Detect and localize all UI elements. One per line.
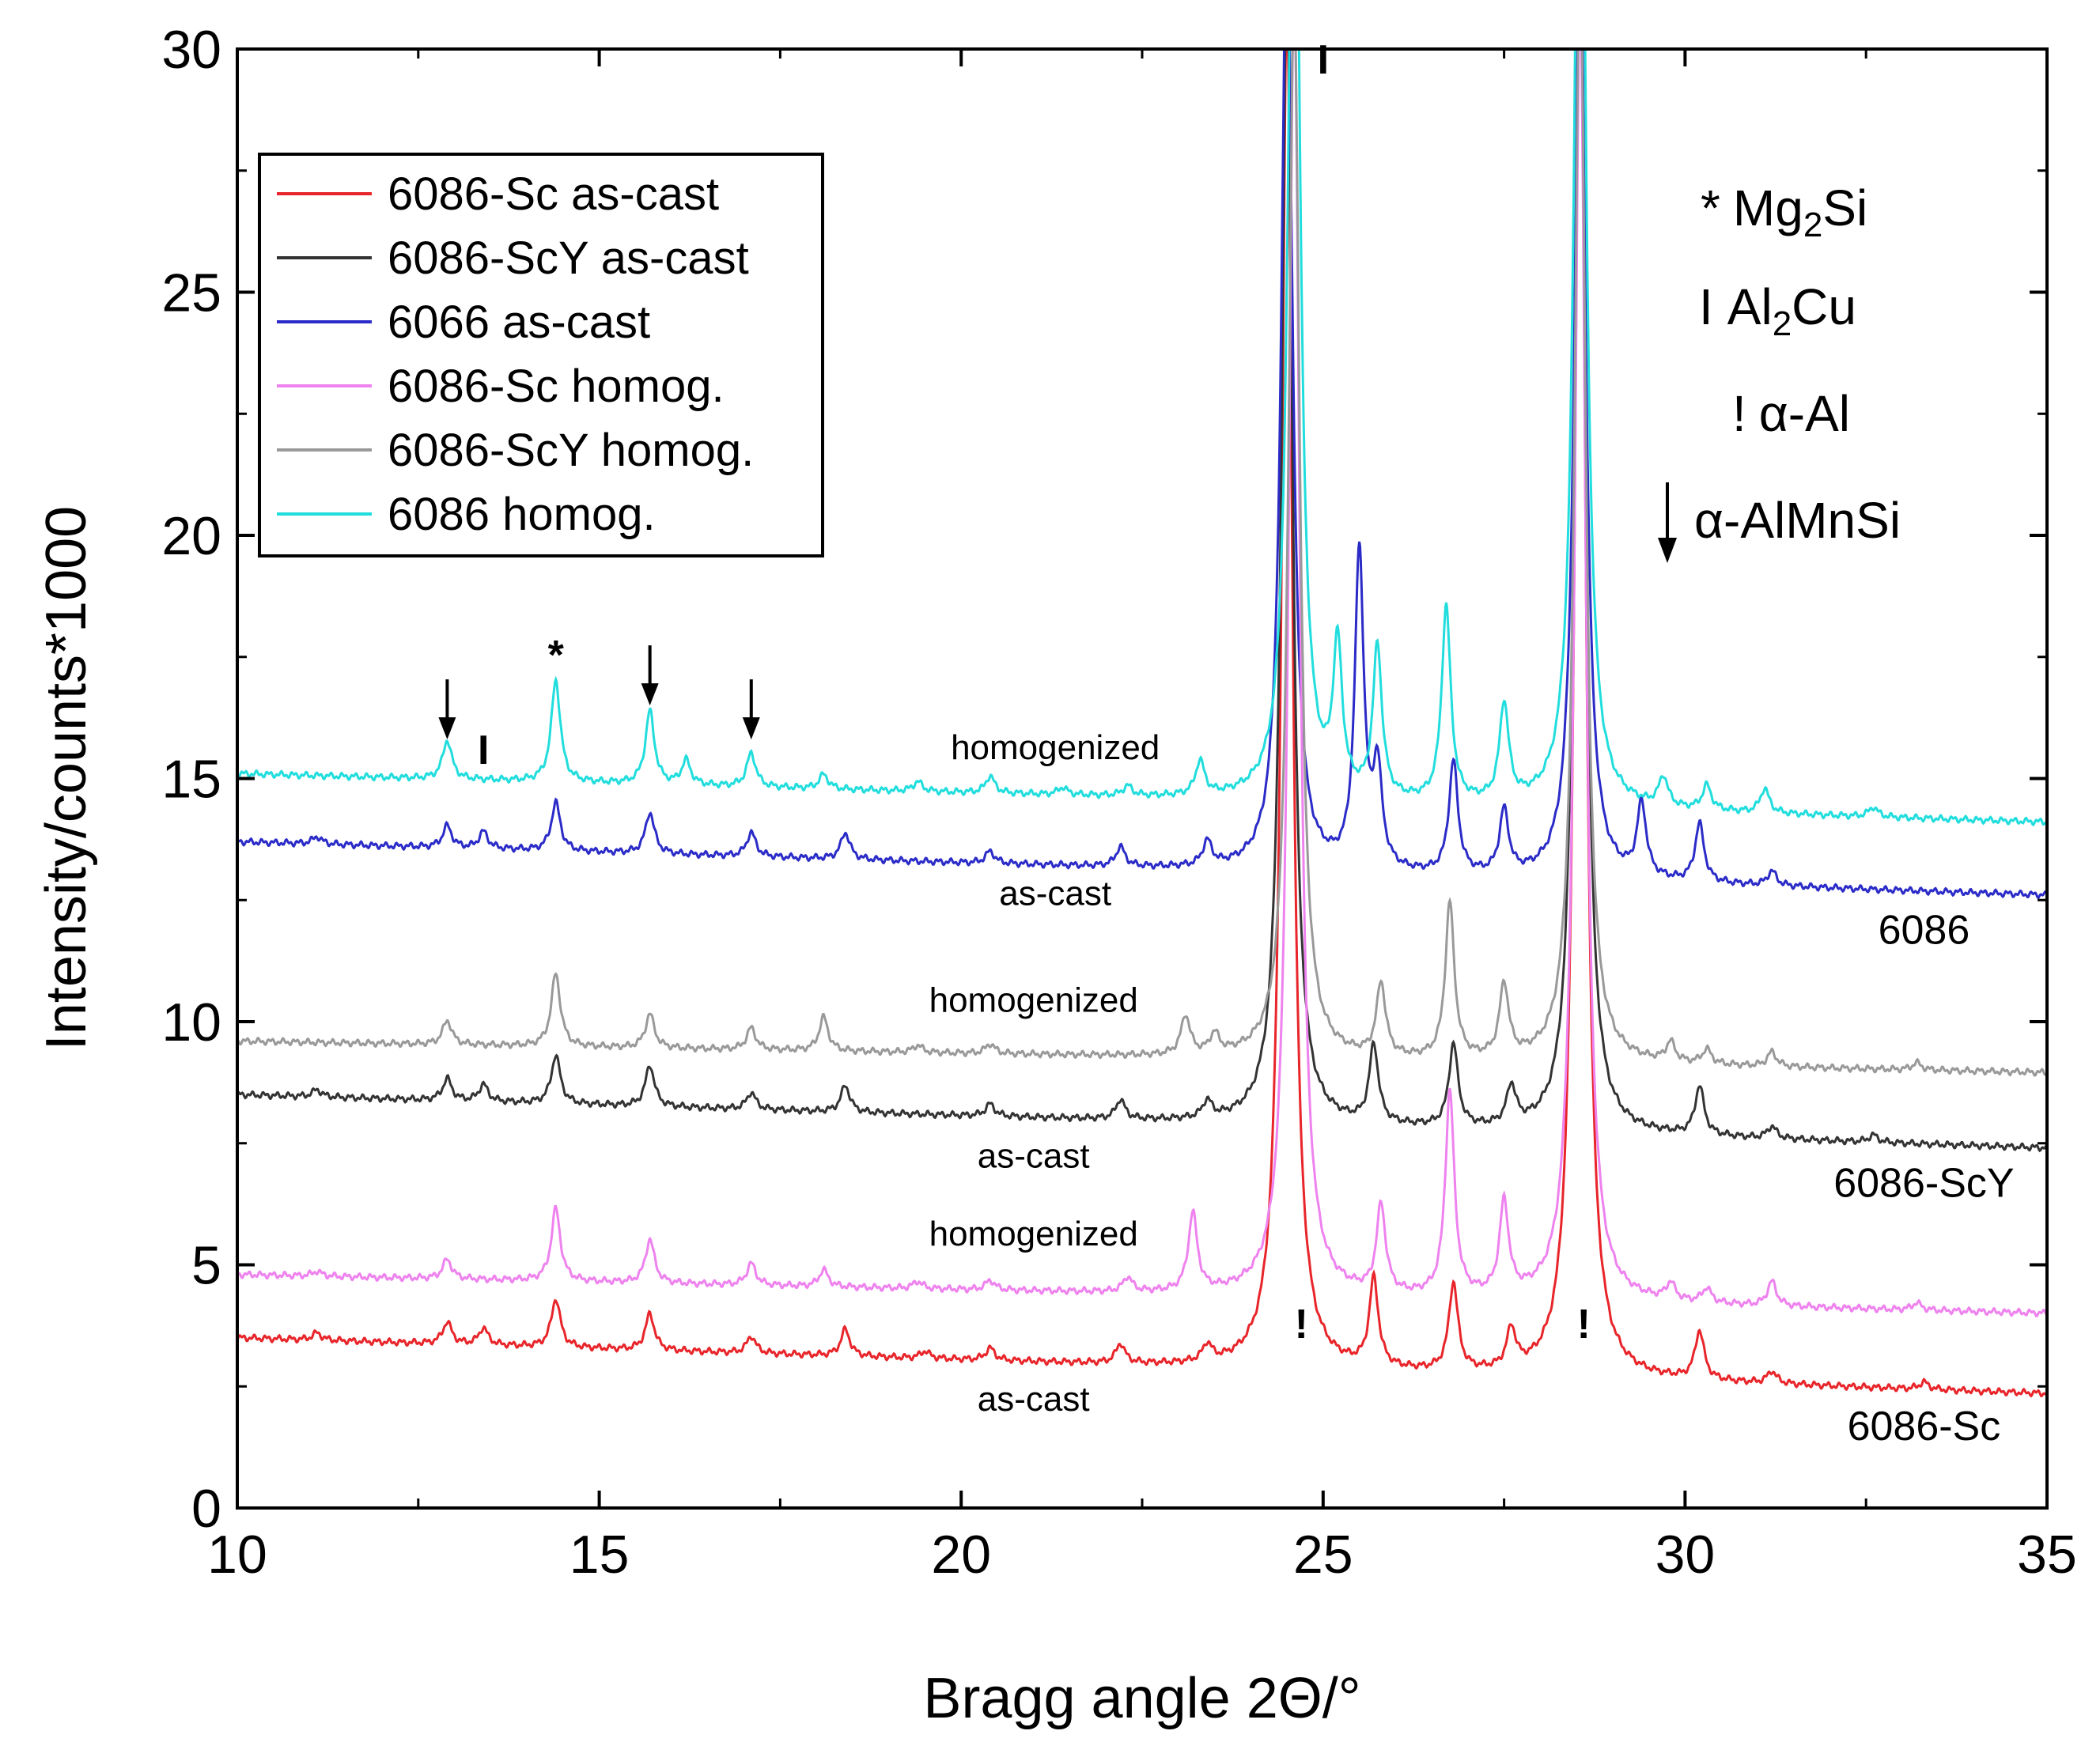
tick-layer: 10 15 20 25 30 35 0 5 10 15 20 25 30	[161, 20, 2076, 1585]
series-text-label: as-cast	[978, 1380, 1090, 1419]
phase-key-alpha-al-name: α-Al	[1759, 385, 1850, 442]
x-tick-label: 15	[569, 1525, 630, 1585]
y-tick-label: 5	[191, 1236, 221, 1296]
phase-key-alpha-almnsi-name: α-AlMnSi	[1694, 492, 1901, 549]
x-tick-label: 20	[931, 1525, 991, 1585]
legend-label: 6086 homog.	[388, 489, 656, 540]
series-line-6	[237, 49, 2047, 827]
phase-marker: !	[1577, 1302, 1591, 1347]
series-line-3	[237, 49, 2047, 900]
phase-key-al2cu: I Al2Cu	[1699, 278, 1856, 343]
alloy-label: 6086-Sc	[1848, 1404, 2001, 1449]
y-tick-label: 20	[161, 506, 221, 566]
y-tick-label: 25	[161, 263, 221, 323]
x-tick-label: 25	[1293, 1525, 1353, 1585]
legend-label: 6086-ScY homog.	[388, 425, 754, 476]
phase-key-al2cu-symbol: I	[1699, 278, 1713, 335]
down-arrow-head-icon	[1658, 538, 1677, 563]
series-line-2	[237, 49, 2047, 1153]
x-tick-label: 35	[2017, 1525, 2077, 1585]
y-tick-label: 15	[161, 750, 221, 810]
series-line-1	[237, 49, 2047, 1398]
phase-key-al2cu-suffix: Cu	[1792, 278, 1856, 335]
series-text-label: homogenized	[951, 728, 1160, 767]
x-tick-label: 10	[207, 1525, 267, 1585]
phase-key-mg2si-sub: 2	[1803, 206, 1822, 244]
phase-key-alpha-al-symbol: !	[1732, 385, 1746, 442]
phase-key-alpha-al: ! α-Al	[1732, 385, 1850, 442]
alloy-label: 6086-ScY	[1833, 1160, 2014, 1206]
phase-marker: I	[478, 728, 489, 773]
down-arrow-head-icon	[742, 717, 760, 740]
y-tick-label: 10	[161, 992, 221, 1053]
legend-label: 6086-ScY as-cast	[388, 232, 749, 284]
series-text-label: homogenized	[929, 1215, 1138, 1253]
legend-label: 6066 as-cast	[388, 297, 650, 348]
series-text-label: as-cast	[978, 1137, 1090, 1176]
y-tick-label: 30	[161, 20, 221, 80]
phase-marker: I	[1318, 37, 1329, 83]
annotation-layer: homogenized as-cast homogenized as-cast homo…	[438, 37, 2015, 1449]
phase-key-mg2si-name: Mg	[1733, 180, 1803, 236]
x-tick-label: 30	[1655, 1525, 1716, 1585]
phase-key: * Mg2Si I Al2Cu ! α-Al α-AlMnSi	[1658, 180, 1901, 563]
phase-key-al2cu-name: Al	[1727, 278, 1773, 335]
legend-box	[258, 153, 824, 557]
phase-key-alpha-almnsi: α-AlMnSi	[1658, 482, 1901, 563]
series-line-5	[237, 49, 2047, 1078]
y-axis-title: Intensity/counts*1000	[35, 506, 98, 1050]
down-arrow-head-icon	[641, 683, 659, 706]
phase-key-mg2si-suffix: Si	[1822, 180, 1867, 236]
phase-marker: !	[1295, 1302, 1308, 1347]
legend-label: 6086-Sc homog.	[388, 361, 725, 412]
alloy-label: 6086	[1879, 908, 1970, 954]
y-tick-label: 0	[191, 1479, 221, 1539]
legend: 6086-Sc as-cast 6086-ScY as-cast 6066 as-c…	[258, 153, 824, 557]
legend-label: 6086-Sc as-cast	[388, 168, 719, 220]
series-text-label: homogenized	[929, 981, 1138, 1020]
phase-marker: *	[548, 633, 565, 678]
series-text-label: as-cast	[999, 874, 1111, 913]
phase-key-mg2si: * Mg2Si	[1701, 180, 1867, 244]
x-axis-title: Bragg angle 2Θ/°	[923, 1667, 1360, 1730]
phase-key-mg2si-symbol: *	[1701, 180, 1720, 236]
series-layer	[237, 49, 2047, 1398]
series-line-4	[237, 49, 2047, 1317]
down-arrow-head-icon	[438, 717, 456, 740]
phase-key-al2cu-sub: 2	[1773, 304, 1792, 343]
